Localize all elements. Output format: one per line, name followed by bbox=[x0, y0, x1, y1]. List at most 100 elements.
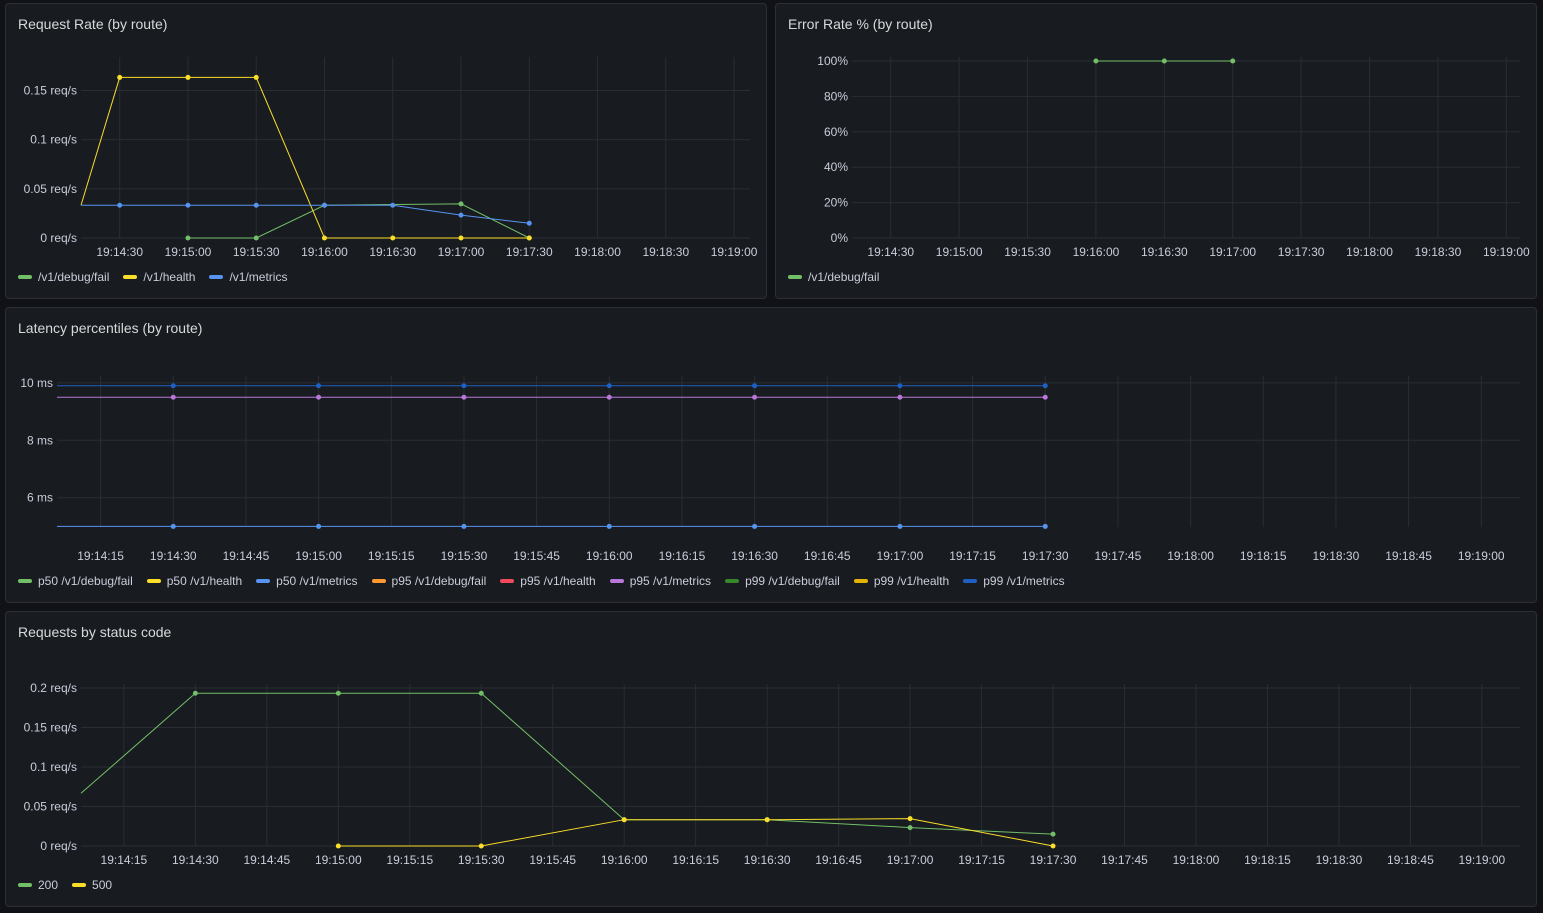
legend-item[interactable]: /v1/metrics bbox=[209, 270, 287, 284]
data-point[interactable] bbox=[461, 383, 467, 389]
data-point[interactable] bbox=[335, 843, 341, 849]
data-point[interactable] bbox=[461, 394, 467, 400]
series-line bbox=[80, 692, 1054, 835]
legend-label: 500 bbox=[92, 878, 113, 892]
data-point[interactable] bbox=[1093, 58, 1099, 64]
data-point[interactable] bbox=[253, 74, 259, 80]
data-point[interactable] bbox=[897, 523, 903, 529]
x-tick-label: 19:18:30 bbox=[1415, 245, 1462, 259]
data-point[interactable] bbox=[170, 394, 176, 400]
legend-label: p50 /v1/health bbox=[166, 574, 243, 588]
data-point[interactable] bbox=[752, 523, 758, 529]
x-tick-label: 19:16:00 bbox=[301, 245, 348, 259]
data-point[interactable] bbox=[321, 202, 327, 208]
legend-item[interactable]: 500 bbox=[72, 878, 112, 892]
data-point[interactable] bbox=[390, 202, 396, 208]
data-point[interactable] bbox=[752, 394, 758, 400]
data-point[interactable] bbox=[526, 235, 532, 241]
legend-item[interactable]: p99 /v1/health bbox=[853, 574, 949, 588]
data-point[interactable] bbox=[1050, 843, 1056, 849]
data-point[interactable] bbox=[621, 817, 627, 823]
data-point[interactable] bbox=[316, 523, 322, 529]
y-tick-label: 100% bbox=[817, 54, 848, 68]
data-point[interactable] bbox=[458, 235, 464, 241]
data-point[interactable] bbox=[897, 394, 903, 400]
data-point[interactable] bbox=[526, 220, 532, 226]
legend-item[interactable]: p99 /v1/metrics bbox=[963, 574, 1065, 588]
legend-label: p95 /v1/debug/fail bbox=[391, 574, 487, 588]
panel-title[interactable]: Requests by status code bbox=[18, 624, 172, 640]
data-point[interactable] bbox=[606, 383, 612, 389]
legend-item[interactable]: p95 /v1/debug/fail bbox=[371, 574, 487, 588]
data-point[interactable] bbox=[478, 690, 484, 696]
legend-swatch bbox=[500, 579, 515, 583]
data-point[interactable] bbox=[185, 235, 191, 241]
data-point[interactable] bbox=[170, 383, 176, 389]
data-point[interactable] bbox=[478, 843, 484, 849]
panel-title[interactable]: Request Rate (by route) bbox=[18, 16, 168, 32]
x-tick-label: 19:16:30 bbox=[1141, 245, 1188, 259]
data-point[interactable] bbox=[752, 383, 758, 389]
legend-item[interactable]: 200 bbox=[18, 878, 58, 892]
x-tick-label: 19:16:15 bbox=[672, 853, 719, 867]
legend: /v1/debug/fail bbox=[788, 270, 879, 284]
legend-item[interactable]: /v1/health bbox=[123, 270, 195, 284]
data-point[interactable] bbox=[390, 235, 396, 241]
legend-item[interactable]: p50 /v1/metrics bbox=[256, 574, 358, 588]
data-point[interactable] bbox=[321, 235, 327, 241]
series-line bbox=[338, 818, 1054, 847]
data-point[interactable] bbox=[1230, 58, 1236, 64]
data-point[interactable] bbox=[907, 816, 913, 822]
y-tick-label: 8 ms bbox=[27, 433, 53, 447]
x-tick-label: 19:18:00 bbox=[1173, 853, 1220, 867]
legend-swatch bbox=[18, 579, 32, 583]
panel-title[interactable]: Error Rate % (by route) bbox=[788, 16, 933, 32]
data-point[interactable] bbox=[253, 235, 259, 241]
data-point[interactable] bbox=[897, 383, 903, 389]
data-point[interactable] bbox=[117, 74, 123, 80]
x-tick-label: 19:14:15 bbox=[101, 853, 148, 867]
panel-title[interactable]: Latency percentiles (by route) bbox=[18, 320, 203, 336]
data-point[interactable] bbox=[335, 690, 341, 696]
legend-item[interactable]: /v1/debug/fail bbox=[788, 270, 879, 284]
data-point[interactable] bbox=[907, 825, 913, 831]
data-point[interactable] bbox=[606, 394, 612, 400]
data-point[interactable] bbox=[1042, 394, 1048, 400]
y-tick-label: 20% bbox=[824, 196, 848, 210]
legend-item[interactable]: p95 /v1/health bbox=[500, 574, 596, 588]
x-tick-label: 19:17:00 bbox=[1209, 245, 1256, 259]
data-point[interactable] bbox=[316, 394, 322, 400]
data-point[interactable] bbox=[1042, 523, 1048, 529]
x-tick-label: 19:14:30 bbox=[172, 853, 219, 867]
legend-item[interactable]: p95 /v1/metrics bbox=[609, 574, 711, 588]
data-point[interactable] bbox=[461, 523, 467, 529]
data-point[interactable] bbox=[1042, 383, 1048, 389]
data-point[interactable] bbox=[764, 817, 770, 823]
data-point[interactable] bbox=[1161, 58, 1167, 64]
data-point[interactable] bbox=[117, 202, 123, 208]
x-tick-label: 19:18:00 bbox=[574, 245, 621, 259]
data-point[interactable] bbox=[253, 202, 259, 208]
data-point[interactable] bbox=[192, 690, 198, 696]
data-point[interactable] bbox=[458, 212, 464, 218]
y-tick-label: 0.1 req/s bbox=[30, 133, 77, 147]
legend: p50 /v1/debug/fail p50 /v1/health p50 /v1/… bbox=[18, 574, 1065, 588]
x-tick-label: 19:16:00 bbox=[601, 853, 648, 867]
x-tick-label: 19:17:15 bbox=[949, 549, 996, 563]
data-point[interactable] bbox=[458, 201, 464, 207]
y-tick-label: 0 req/s bbox=[40, 231, 77, 245]
legend-item[interactable]: p50 /v1/debug/fail bbox=[18, 574, 133, 588]
series-line bbox=[187, 203, 530, 239]
data-point[interactable] bbox=[185, 74, 191, 80]
data-point[interactable] bbox=[606, 523, 612, 529]
data-point[interactable] bbox=[1050, 831, 1056, 837]
legend-item[interactable]: p50 /v1/health bbox=[146, 574, 243, 588]
legend-item[interactable]: p99 /v1/debug/fail bbox=[725, 574, 840, 588]
data-point[interactable] bbox=[170, 523, 176, 529]
y-tick-label: 40% bbox=[824, 160, 848, 174]
data-point[interactable] bbox=[185, 202, 191, 208]
data-point[interactable] bbox=[316, 383, 322, 389]
legend-label: p50 /v1/debug/fail bbox=[38, 574, 133, 588]
x-tick-label: 19:15:00 bbox=[315, 853, 362, 867]
legend-item[interactable]: /v1/debug/fail bbox=[18, 270, 109, 284]
